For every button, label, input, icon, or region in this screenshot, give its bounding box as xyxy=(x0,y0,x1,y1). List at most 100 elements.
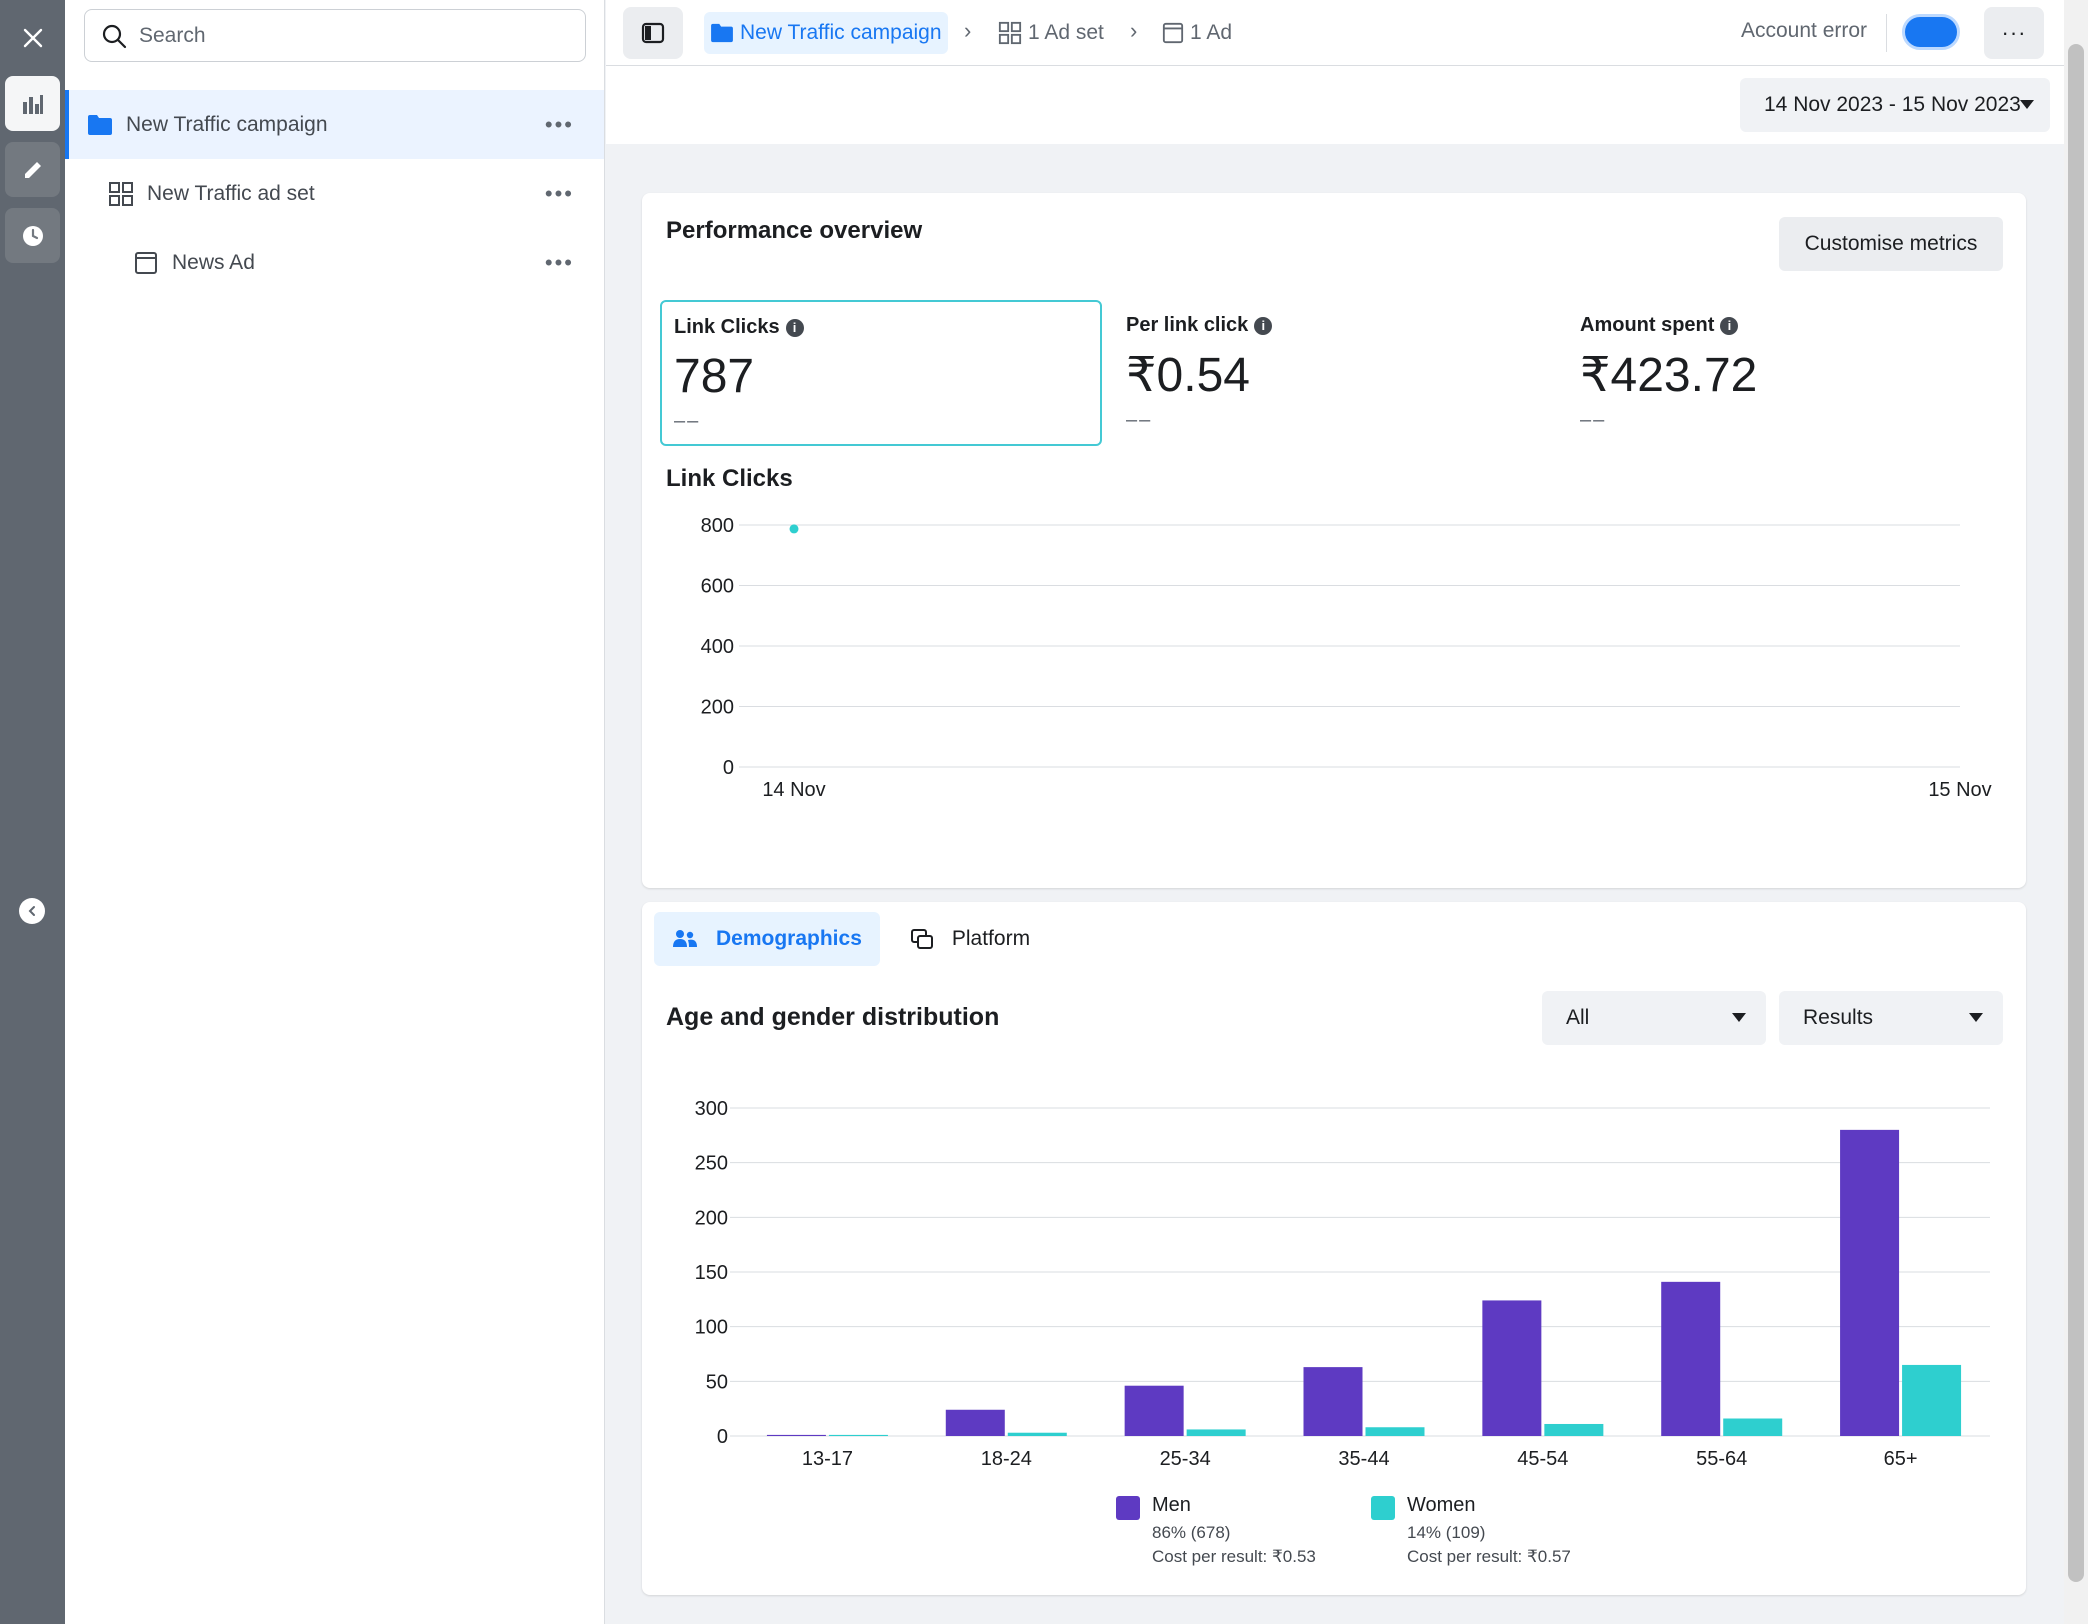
metric-value: ₹423.72 xyxy=(1580,349,1758,402)
age-gender-bar-chart: 0 50 100 150 200 250 300 13-17 18-24 25-34 35-44 45… xyxy=(695,1098,1990,1470)
metric-amount-spent[interactable]: Amount spent i ₹423.72 –– xyxy=(1568,300,2010,446)
people-icon xyxy=(672,929,698,949)
bar-men xyxy=(1482,1300,1542,1436)
legend-cost: Cost per result: ₹0.53 xyxy=(1152,1547,1316,1566)
search-icon xyxy=(102,24,127,48)
divider xyxy=(1886,14,1887,52)
close-icon xyxy=(23,28,42,47)
tab-demographics[interactable]: Demographics xyxy=(654,912,880,966)
bar-men xyxy=(1840,1129,1900,1436)
tab-platform[interactable]: Platform xyxy=(892,912,1048,966)
search-box[interactable] xyxy=(84,9,586,62)
chevron-left-icon xyxy=(28,906,35,916)
app-rail xyxy=(0,0,65,1624)
chevron-right-icon: › xyxy=(964,18,972,43)
breadcrumb-adset[interactable]: 1 Ad set xyxy=(998,12,1104,54)
bar-men xyxy=(1124,1385,1184,1436)
info-icon[interactable]: i xyxy=(1254,316,1273,335)
account-status-text: Account error xyxy=(1741,19,1868,42)
y-tick-label: 600 xyxy=(701,576,734,598)
breakdown-tabs: Demographics Platform xyxy=(654,912,1060,966)
metric-delta: –– xyxy=(674,410,701,432)
metric-per-link-click[interactable]: Per link click i ₹0.54 –– xyxy=(1114,300,1556,446)
tree-item-ad[interactable]: News Ad ••• xyxy=(65,228,604,297)
link-clicks-line-chart: 0 200 400 600 800 14 Nov 15 Nov xyxy=(701,515,1992,801)
caret-down-icon xyxy=(1969,1013,1983,1022)
bar-women xyxy=(1365,1427,1425,1436)
more-options-icon[interactable]: ••• xyxy=(544,250,574,275)
metric-filter-select[interactable]: Results xyxy=(1779,991,2003,1045)
legend-share: 14% (109) xyxy=(1407,1523,1486,1542)
y-tick-label: 0 xyxy=(723,757,734,779)
legend-men: Men 86% (678) Cost per result: ₹0.53 xyxy=(1116,1494,1316,1567)
breadcrumb-adset-label: 1 Ad set xyxy=(1028,21,1104,44)
gender-filter-select[interactable]: All xyxy=(1542,991,1766,1045)
toggle-knob xyxy=(1927,19,1953,45)
bar-women xyxy=(1902,1364,1962,1436)
bar-men xyxy=(1303,1367,1363,1436)
campaign-tree-panel: New Traffic campaign ••• New Traffic ad … xyxy=(65,0,605,1624)
tab-label: Demographics xyxy=(716,927,862,950)
customise-metrics-button[interactable]: Customise metrics xyxy=(1779,217,2003,271)
x-tick-label: 25-34 xyxy=(1160,1448,1211,1470)
section-title: Age and gender distribution xyxy=(666,1003,1000,1031)
bar-women xyxy=(1544,1423,1604,1436)
close-button[interactable] xyxy=(5,10,60,65)
history-nav-button[interactable] xyxy=(5,208,60,263)
folder-icon xyxy=(710,23,734,43)
bar-women xyxy=(1723,1418,1783,1436)
data-point xyxy=(789,524,799,534)
x-tick-label: 18-24 xyxy=(981,1448,1032,1470)
performance-nav-button[interactable] xyxy=(5,76,60,131)
tree-item-label: New Traffic campaign xyxy=(126,112,328,136)
pencil-icon xyxy=(24,161,41,178)
select-value: All xyxy=(1566,1006,1590,1029)
info-icon[interactable]: i xyxy=(1720,316,1739,335)
tree-item-label: New Traffic ad set xyxy=(147,181,315,205)
bar-men xyxy=(1661,1281,1721,1436)
breakdown-card: Demographics Platform Age and gender dis… xyxy=(642,902,2026,1595)
x-tick-label: 13-17 xyxy=(802,1448,853,1470)
breadcrumb-ad-label: 1 Ad xyxy=(1190,21,1233,44)
info-icon[interactable]: i xyxy=(785,318,804,337)
more-options-icon[interactable]: ••• xyxy=(544,112,574,137)
sidebar-panel-icon xyxy=(641,22,665,44)
x-tick-label: 14 Nov xyxy=(762,779,825,801)
metric-value: 787 xyxy=(674,350,755,403)
collapse-rail-button[interactable] xyxy=(19,898,45,924)
toggle-panel-button[interactable] xyxy=(623,7,683,59)
metric-delta: –– xyxy=(1126,409,1153,431)
metric-label: Amount spent xyxy=(1580,314,1715,336)
y-tick-label: 250 xyxy=(695,1153,728,1175)
tree-item-adset[interactable]: New Traffic ad set ••• xyxy=(65,159,604,228)
y-tick-label: 300 xyxy=(695,1098,728,1120)
page-scrollbar[interactable] xyxy=(2064,0,2088,1624)
breadcrumb-ad[interactable]: 1 Ad xyxy=(1162,12,1232,54)
performance-overview-card: Performance overview Customise metrics L… xyxy=(642,193,2026,888)
top-bar: New Traffic campaign › 1 Ad set › 1 Ad A… xyxy=(606,0,2064,66)
legend-swatch xyxy=(1371,1496,1395,1520)
y-tick-label: 200 xyxy=(695,1207,728,1229)
date-range-picker[interactable]: 14 Nov 2023 - 15 Nov 2023 xyxy=(1740,78,2050,132)
caret-down-icon xyxy=(2020,100,2034,109)
legend-swatch xyxy=(1116,1496,1140,1520)
bar-women xyxy=(1007,1432,1067,1436)
tree-item-campaign[interactable]: New Traffic campaign ••• xyxy=(65,90,604,159)
y-tick-label: 150 xyxy=(695,1262,728,1284)
bar-chart-icon xyxy=(22,94,43,114)
metric-label: Per link click xyxy=(1126,314,1249,336)
metric-link-clicks[interactable]: Link Clicks i 787 –– xyxy=(660,300,1102,446)
campaign-on-off-toggle[interactable] xyxy=(1902,14,1960,50)
scroll-thumb[interactable] xyxy=(2068,44,2084,1582)
more-options-icon[interactable]: ••• xyxy=(544,181,574,206)
breadcrumb-campaign[interactable]: New Traffic campaign xyxy=(704,12,948,54)
metric-label: Link Clicks xyxy=(674,316,780,338)
more-options-button[interactable]: ··· xyxy=(1984,7,2044,59)
chart-title: Link Clicks xyxy=(666,465,793,492)
ad-frame-icon xyxy=(132,249,160,277)
search-input[interactable] xyxy=(139,23,559,48)
customise-metrics-label: Customise metrics xyxy=(1804,232,1978,255)
clock-icon xyxy=(22,225,43,246)
legend-name: Women xyxy=(1407,1494,1476,1516)
edit-nav-button[interactable] xyxy=(5,142,60,197)
